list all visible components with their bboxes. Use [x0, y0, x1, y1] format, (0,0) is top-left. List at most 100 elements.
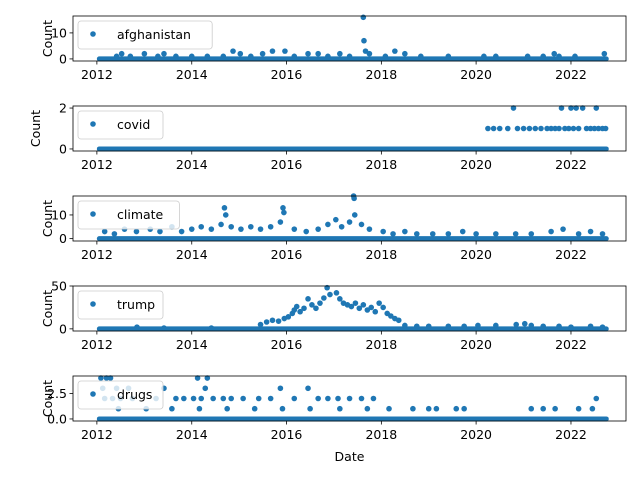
- data-point: [103, 375, 110, 381]
- legend-marker: [90, 31, 96, 37]
- data-point: [595, 125, 602, 132]
- data-point: [370, 395, 377, 402]
- data-point: [178, 228, 185, 235]
- x-tick-label: 2012: [81, 427, 113, 442]
- data-point: [540, 405, 546, 412]
- y-tick-label: 0: [59, 51, 67, 66]
- data-point: [305, 296, 311, 302]
- data-point: [382, 53, 389, 60]
- subplot-covid: 0 2 2012 2014 2016 2018 2020 2022 Count covid: [28, 101, 627, 172]
- x-tick-label: 2014: [176, 247, 208, 262]
- data-point: [410, 405, 416, 412]
- data-point: [127, 53, 134, 60]
- data-point: [445, 231, 452, 237]
- data-point: [528, 405, 535, 412]
- x-tick-label: 2020: [460, 337, 492, 352]
- legend-marker: [90, 301, 96, 307]
- x-tick-label: 2018: [365, 157, 397, 172]
- y-axis-label: Count: [40, 380, 55, 417]
- data-point: [544, 125, 550, 132]
- data-point: [599, 231, 606, 237]
- data-point: [259, 50, 266, 57]
- data-point: [198, 395, 205, 402]
- data-point: [315, 226, 321, 232]
- legend: drugs: [77, 380, 164, 410]
- data-point: [386, 405, 392, 412]
- data-point: [429, 231, 436, 237]
- data-point: [433, 405, 440, 412]
- data-point: [309, 302, 315, 308]
- data-point: [237, 50, 244, 57]
- legend-label: covid: [117, 117, 150, 132]
- data-point: [169, 405, 175, 412]
- data-point: [504, 125, 511, 132]
- data-point: [364, 405, 371, 412]
- data-point: [337, 296, 343, 302]
- data-point: [255, 395, 262, 402]
- x-tick-label: 2016: [271, 157, 303, 172]
- axes-frame: [72, 285, 627, 332]
- data-point: [388, 313, 394, 319]
- data-point: [228, 395, 235, 402]
- data-point: [601, 50, 608, 57]
- data-point: [222, 212, 229, 218]
- x-tick-label: 2012: [81, 337, 113, 352]
- legend-marker: [90, 211, 96, 217]
- data-point: [372, 308, 379, 315]
- data-point: [551, 50, 558, 57]
- data-point: [587, 228, 594, 235]
- x-tick-label: 2014: [176, 67, 208, 82]
- data-point: [198, 223, 205, 230]
- data-point: [337, 405, 343, 412]
- x-tick-label: 2014: [176, 427, 208, 442]
- data-point: [161, 50, 167, 57]
- data-point: [366, 50, 373, 57]
- legend-box: [77, 290, 164, 320]
- data-point: [263, 319, 270, 325]
- legend-box: [77, 20, 213, 50]
- y-tick-label: 10: [51, 25, 67, 40]
- data-point: [282, 48, 288, 54]
- x-tick-label: 2020: [460, 157, 492, 172]
- subplot-trump: 0 50 2012 2014 2016 2018 2020 2022 Count trump: [40, 279, 627, 352]
- data-point: [425, 405, 432, 412]
- subplot-afghanistan: 0 10 2012 2014 2016 2018 2020 2022 Count afghanis…: [40, 14, 627, 82]
- x-tick-label: 2022: [555, 337, 587, 352]
- data-point: [475, 322, 481, 329]
- data-point: [496, 125, 503, 132]
- data-point: [307, 405, 313, 412]
- data-point: [562, 125, 568, 132]
- x-tick-label: 2016: [271, 427, 303, 442]
- axes-frame: [72, 105, 627, 152]
- data-point: [238, 226, 244, 232]
- data-point: [134, 324, 140, 330]
- legend-box: [77, 380, 164, 410]
- data-point: [579, 105, 586, 111]
- data-point: [548, 228, 554, 235]
- data-point: [395, 317, 402, 324]
- legend-label: trump: [117, 297, 155, 312]
- data-point: [280, 205, 286, 211]
- data-point: [358, 221, 365, 228]
- data-point: [570, 125, 577, 132]
- data-point: [269, 317, 276, 324]
- data-point: [220, 53, 227, 60]
- data-point: [208, 325, 215, 331]
- data-point: [275, 318, 282, 324]
- data-point: [196, 405, 203, 412]
- data-point: [376, 300, 382, 306]
- data-point: [98, 375, 104, 381]
- x-tick-label: 2022: [555, 157, 587, 172]
- data-point: [358, 395, 365, 402]
- data-point: [589, 405, 596, 412]
- data-point: [390, 231, 396, 237]
- data-point: [524, 53, 531, 60]
- data-point: [133, 228, 140, 235]
- data-point: [277, 385, 284, 392]
- data-point: [366, 226, 373, 232]
- data-point: [352, 300, 359, 306]
- legend-marker: [90, 121, 96, 127]
- x-tick-label: 2012: [81, 157, 113, 172]
- axes-frame: [72, 195, 627, 242]
- data-point: [346, 219, 353, 225]
